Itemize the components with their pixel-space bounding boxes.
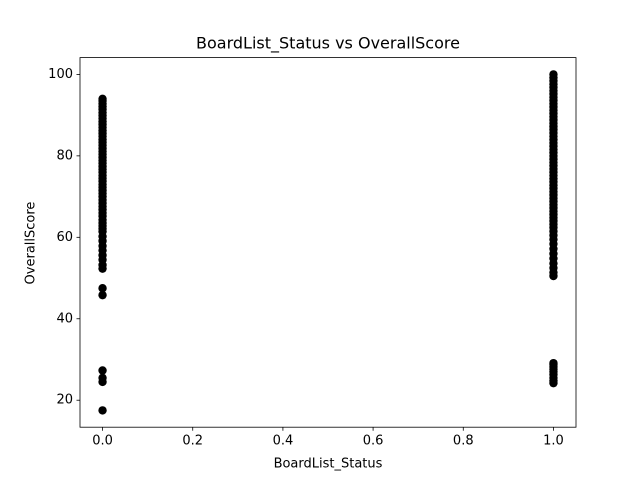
scatter-point <box>98 284 107 293</box>
x-axis-label: BoardList_Status <box>274 457 383 472</box>
y-tick-label: 40 <box>56 311 73 326</box>
y-axis-label: OverallScore <box>24 202 39 285</box>
scatter-point <box>98 94 107 104</box>
scatter-point <box>549 70 558 79</box>
y-tick-label: 20 <box>56 393 73 408</box>
x-tick-label: 0.6 <box>363 434 384 449</box>
scatter-point <box>98 366 107 375</box>
x-tick-label: 0.4 <box>273 434 294 449</box>
scatter-point <box>549 358 558 368</box>
x-tick-label: 1.0 <box>543 434 564 449</box>
scatter-point <box>98 290 107 300</box>
y-tick-label: 100 <box>48 67 73 82</box>
plot-frame <box>79 57 577 428</box>
y-tick-label: 60 <box>56 230 73 245</box>
chart-title: BoardList_Status vs OverallScore <box>196 34 460 54</box>
x-tick-label: 0.2 <box>182 434 203 449</box>
x-tick-label: 0.8 <box>453 434 474 449</box>
x-tick-label: 0.0 <box>92 434 113 449</box>
scatter-point <box>98 373 107 383</box>
scatter-point <box>98 406 107 415</box>
y-tick-label: 80 <box>56 148 73 163</box>
